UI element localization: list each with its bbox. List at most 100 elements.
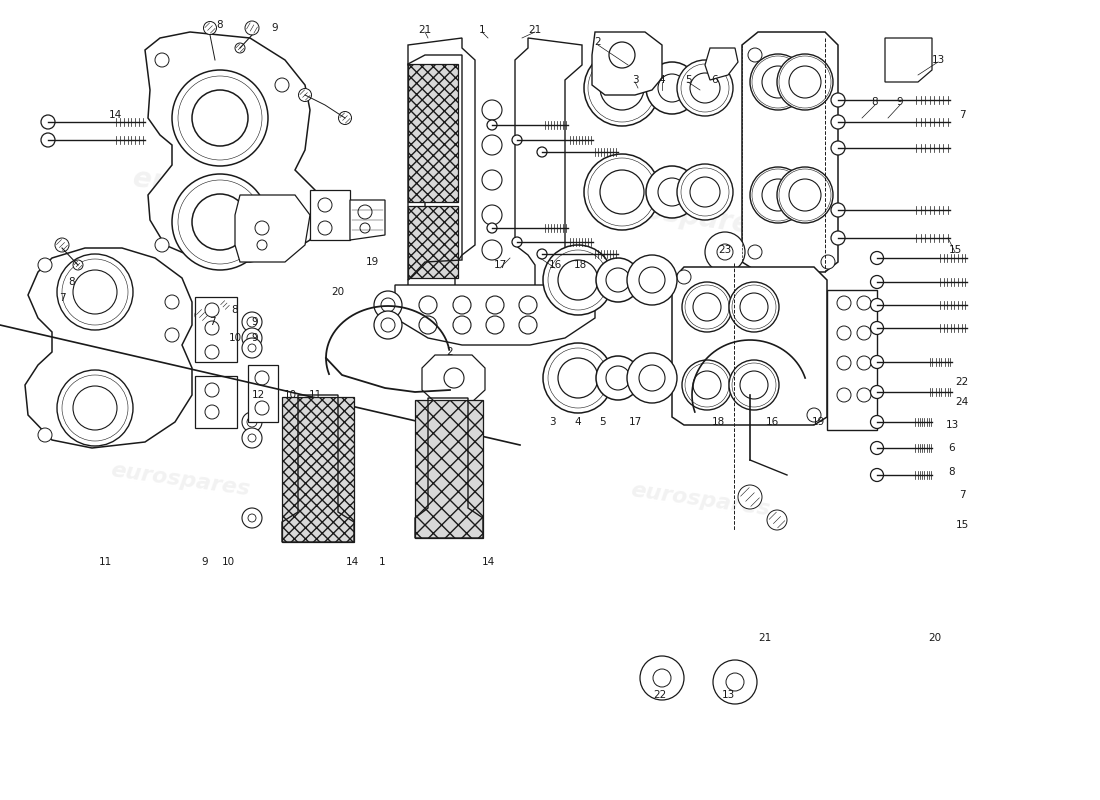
Polygon shape	[25, 248, 192, 448]
Circle shape	[537, 147, 547, 157]
Circle shape	[857, 326, 871, 340]
Circle shape	[676, 164, 733, 220]
Circle shape	[486, 296, 504, 314]
Circle shape	[748, 245, 762, 259]
Circle shape	[437, 517, 453, 533]
Circle shape	[870, 386, 883, 398]
Text: 22: 22	[653, 690, 667, 700]
Circle shape	[304, 520, 320, 536]
Circle shape	[584, 154, 660, 230]
Circle shape	[242, 312, 262, 332]
Circle shape	[318, 198, 332, 212]
Text: 17: 17	[494, 260, 507, 270]
Circle shape	[740, 293, 768, 321]
Circle shape	[789, 179, 821, 211]
Bar	[408, 64, 458, 202]
Circle shape	[374, 311, 401, 339]
Circle shape	[487, 120, 497, 130]
Circle shape	[318, 221, 332, 235]
Circle shape	[245, 21, 258, 35]
Circle shape	[255, 371, 270, 385]
Circle shape	[275, 233, 289, 247]
Bar	[408, 206, 458, 278]
Circle shape	[195, 308, 209, 322]
Circle shape	[205, 405, 219, 419]
Circle shape	[482, 205, 502, 225]
Text: 14: 14	[109, 110, 122, 120]
Circle shape	[381, 318, 395, 332]
Circle shape	[767, 510, 786, 530]
Circle shape	[639, 267, 665, 293]
Circle shape	[558, 260, 598, 300]
Text: 17: 17	[628, 417, 641, 427]
Polygon shape	[827, 290, 877, 430]
Polygon shape	[886, 38, 932, 82]
Text: 9: 9	[252, 317, 258, 327]
Text: 9: 9	[272, 23, 278, 33]
Circle shape	[870, 442, 883, 454]
Circle shape	[729, 282, 779, 332]
Circle shape	[857, 296, 871, 310]
Circle shape	[639, 365, 665, 391]
Circle shape	[682, 360, 732, 410]
Circle shape	[690, 177, 721, 207]
Text: 19: 19	[365, 257, 378, 267]
Text: 21: 21	[528, 25, 541, 35]
Circle shape	[789, 66, 821, 98]
Circle shape	[807, 408, 821, 422]
Text: 7: 7	[209, 317, 216, 327]
Circle shape	[762, 66, 794, 98]
Text: 16: 16	[549, 260, 562, 270]
Ellipse shape	[658, 178, 686, 206]
Circle shape	[248, 417, 257, 427]
Circle shape	[584, 50, 660, 126]
Circle shape	[248, 333, 257, 343]
Circle shape	[165, 328, 179, 342]
Circle shape	[837, 388, 851, 402]
Circle shape	[705, 232, 745, 272]
Circle shape	[830, 203, 845, 217]
Circle shape	[857, 356, 871, 370]
Circle shape	[257, 240, 267, 250]
Text: 13: 13	[722, 690, 735, 700]
Text: 22: 22	[956, 377, 969, 387]
Polygon shape	[395, 285, 595, 345]
Circle shape	[73, 260, 82, 270]
Circle shape	[676, 60, 733, 116]
Circle shape	[360, 223, 370, 233]
Circle shape	[726, 673, 744, 691]
Text: eurospares: eurospares	[109, 460, 251, 500]
Circle shape	[444, 368, 464, 388]
Ellipse shape	[596, 356, 640, 400]
Circle shape	[487, 223, 497, 233]
Text: 3: 3	[631, 75, 638, 85]
Circle shape	[242, 428, 262, 448]
Circle shape	[750, 54, 806, 110]
Circle shape	[248, 317, 257, 327]
Text: 4: 4	[659, 75, 666, 85]
Text: 15: 15	[956, 520, 969, 530]
Text: 3: 3	[549, 417, 556, 427]
Circle shape	[155, 238, 169, 252]
Polygon shape	[705, 48, 738, 80]
Circle shape	[482, 135, 502, 155]
Circle shape	[740, 371, 768, 399]
Text: 20: 20	[928, 633, 942, 643]
Circle shape	[676, 270, 691, 284]
Circle shape	[830, 231, 845, 245]
Circle shape	[235, 43, 245, 53]
Circle shape	[627, 353, 676, 403]
Circle shape	[255, 221, 270, 235]
Circle shape	[39, 258, 52, 272]
Circle shape	[172, 70, 268, 166]
Circle shape	[519, 296, 537, 314]
Circle shape	[55, 238, 69, 252]
Circle shape	[172, 174, 268, 270]
Text: 4: 4	[574, 417, 581, 427]
Text: 8: 8	[948, 467, 955, 477]
Text: 7: 7	[58, 293, 65, 303]
Circle shape	[543, 245, 613, 315]
Text: 8: 8	[232, 305, 239, 315]
Polygon shape	[235, 195, 310, 262]
Bar	[195, 376, 236, 428]
